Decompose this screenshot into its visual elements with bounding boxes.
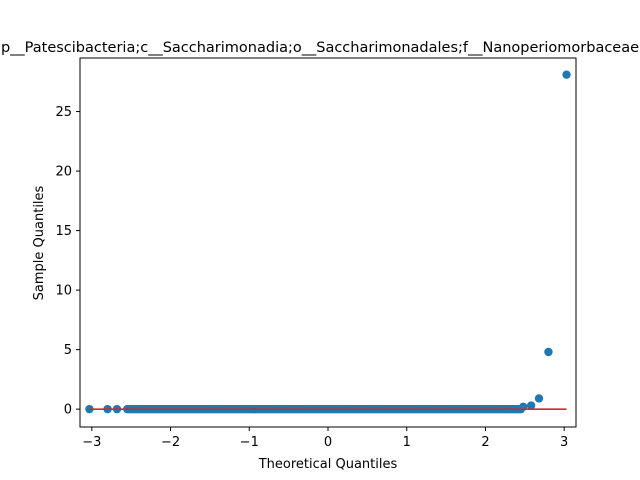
- data-point: [534, 394, 544, 403]
- x-tick-label: 2: [481, 435, 489, 450]
- x-tick-label: −1: [240, 435, 259, 450]
- y-tick-label: 25: [55, 105, 72, 120]
- x-axis-label: Theoretical Quantiles: [258, 457, 398, 472]
- x-tick-label: −2: [161, 435, 180, 450]
- y-tick-label: 10: [55, 284, 72, 299]
- y-axis-label: Sample Quantiles: [32, 185, 47, 300]
- y-tick-label: 20: [55, 165, 72, 180]
- data-point: [526, 401, 536, 410]
- y-tick-label: 5: [64, 343, 72, 358]
- data-point: [562, 70, 571, 79]
- chart-title: p__Patescibacteria;c__Saccharimonadia;o_…: [1, 40, 639, 56]
- x-axis: −3 −2 −1 0 1 2 3: [82, 427, 568, 450]
- x-tick-label: −3: [82, 435, 101, 450]
- x-tick-label: 0: [324, 435, 332, 450]
- x-tick-label: 1: [403, 435, 411, 450]
- y-tick-label: 0: [64, 403, 72, 418]
- y-tick-label: 15: [55, 224, 72, 239]
- data-point: [544, 347, 553, 357]
- x-tick-label: 3: [560, 435, 568, 450]
- data-marks: [85, 70, 571, 414]
- plot-frame: [79, 57, 577, 428]
- y-axis: 0 5 10 15 20 25: [55, 105, 80, 418]
